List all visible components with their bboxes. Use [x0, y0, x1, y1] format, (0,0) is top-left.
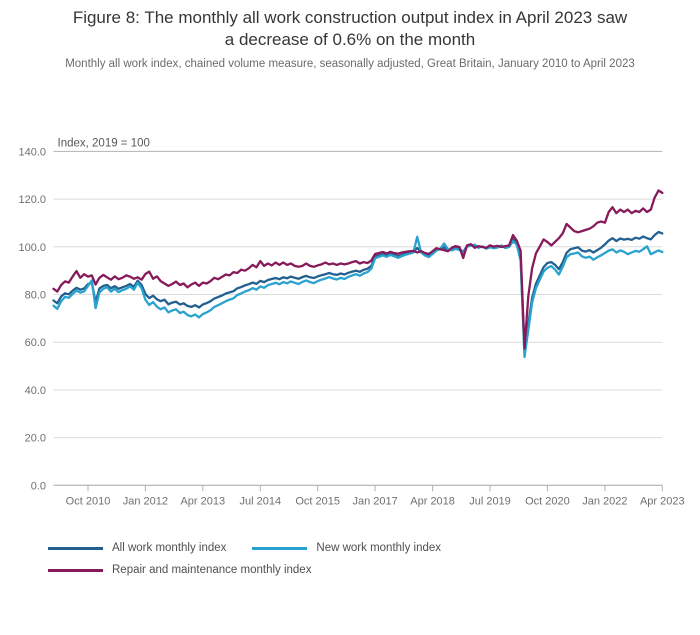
- legend-swatch-new-work: [252, 546, 308, 550]
- x-tick-label: Oct 2010: [66, 495, 111, 507]
- x-tick-label: Jul 2014: [240, 495, 282, 507]
- x-tick-label: Oct 2015: [295, 495, 340, 507]
- legend-label-repair-maintenance: Repair and maintenance monthly index: [112, 564, 312, 576]
- figure-title-line1: Figure 8: The monthly all work construct…: [72, 8, 628, 27]
- y-tick-label: 140.0: [18, 146, 46, 158]
- x-tick-label: Jul 2019: [469, 495, 511, 507]
- legend: All work monthly index New work monthly …: [48, 542, 467, 586]
- series-line-repair-maintenance: [52, 189, 664, 350]
- x-tick-label: Jan 2022: [582, 495, 627, 507]
- legend-row-1: All work monthly index New work monthly …: [48, 542, 467, 554]
- chart-canvas: 0.0 20.0 40.0 60.0 80.0 100.0 120.0 140.0 Oct 20…: [18, 137, 685, 507]
- y-axis-note: Index, 2019 = 100: [58, 137, 150, 149]
- y-tick-label: 40.0: [25, 385, 46, 397]
- x-tick-label: Jan 2012: [123, 495, 168, 507]
- legend-label-new-work: New work monthly index: [316, 542, 442, 554]
- figure-title-line2: a decrease of 0.6% on the month: [224, 30, 476, 49]
- legend-swatch-repair-maintenance: [48, 568, 103, 572]
- y-tick-label: 60.0: [25, 337, 46, 349]
- y-tick-label: 120.0: [18, 194, 46, 206]
- legend-item-all-work: All work monthly index: [48, 542, 226, 554]
- y-tick-label: 80.0: [25, 290, 46, 302]
- figure-subtitle: Monthly all work index, chained volume m…: [65, 58, 635, 70]
- y-tick-label: 100.0: [18, 242, 46, 254]
- x-tick-label: Apr 2013: [180, 495, 225, 507]
- legend-row-2: Repair and maintenance monthly index: [48, 564, 467, 576]
- y-tick-label: 0.0: [31, 480, 46, 492]
- series-line-new-work: [52, 235, 664, 359]
- series-line-all-work: [52, 230, 664, 353]
- legend-item-repair-maintenance: Repair and maintenance monthly index: [48, 564, 311, 576]
- x-tick-label: Jan 2017: [352, 495, 397, 507]
- x-tick-label: Oct 2020: [525, 495, 570, 507]
- y-tick-label: 20.0: [25, 433, 46, 445]
- legend-item-new-work: New work monthly index: [252, 542, 441, 554]
- x-tick-label: Apr 2018: [410, 495, 455, 507]
- legend-label-all-work: All work monthly index: [112, 542, 227, 554]
- legend-swatch-all-work: [48, 546, 103, 550]
- figure-title: Figure 8: The monthly all work construct…: [0, 7, 700, 51]
- x-tick-label: Apr 2023: [640, 495, 685, 507]
